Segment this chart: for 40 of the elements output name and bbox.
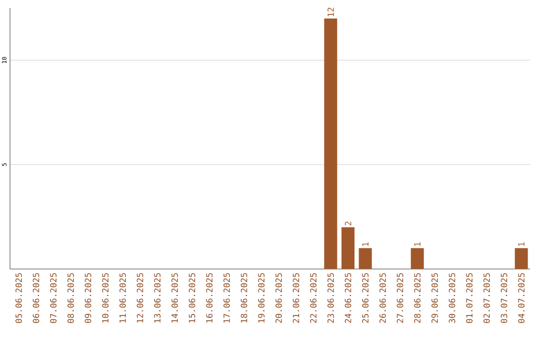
x-tick-label: 22.06.2025	[310, 273, 317, 323]
x-tick-label: 11.06.2025	[119, 273, 126, 322]
bar	[410, 248, 424, 269]
x-tick-label: 30.06.2025	[448, 273, 456, 323]
x-tick-label: 19.06.2025	[258, 273, 265, 322]
x-tick-label: 17.06.2025	[223, 273, 230, 322]
x-tick-label: 26.06.2025	[379, 273, 386, 323]
x-tick-label: 25.06.2025	[362, 273, 369, 323]
data-label: 1	[414, 242, 420, 246]
x-tick-label: 10.06.2025	[102, 273, 109, 322]
x-tick-label: 20.06.2025	[275, 273, 282, 323]
x-tick-label: 02.07.2025	[483, 273, 490, 323]
x-tick-label: 06.06.2025	[32, 273, 40, 323]
data-label: 1	[362, 242, 368, 246]
data-label: 12	[328, 8, 334, 16]
x-tick-label: 07.06.2025	[50, 273, 57, 323]
x-tick-label: 09.06.2025	[84, 273, 92, 323]
data-label: 2	[344, 222, 352, 226]
x-tick-label: 29.06.2025	[431, 273, 438, 323]
x-tick-label: 14.06.2025	[171, 273, 178, 322]
x-tick-label: 24.06.2025	[344, 273, 352, 323]
x-tick-label: 08.06.2025	[67, 273, 74, 323]
bar	[358, 248, 372, 269]
x-tick-label: 15.06.2025	[188, 273, 196, 322]
x-tick-label: 05.06.2025	[15, 273, 22, 323]
x-tick-label: 18.06.2025	[240, 273, 248, 322]
x-tick-label: 21.06.2025	[292, 273, 300, 323]
bar	[342, 227, 355, 269]
x-tick-label: 28.06.2025	[414, 273, 421, 323]
x-tick-label: 03.07.2025	[500, 273, 508, 323]
bar	[324, 18, 338, 269]
bar	[514, 248, 528, 269]
x-tick-label: 13.06.2025	[154, 273, 161, 322]
x-tick-label: 27.06.2025	[396, 273, 404, 323]
x-tick-label: 12.06.2025	[136, 273, 144, 322]
x-tick-label: 01.07.2025	[466, 273, 473, 323]
x-tick-label: 16.06.2025	[206, 273, 213, 322]
x-tick-label: 23.06.2025	[327, 273, 334, 323]
x-tick-label: 04.07.2025	[518, 273, 525, 323]
data-label: 1	[518, 242, 524, 246]
